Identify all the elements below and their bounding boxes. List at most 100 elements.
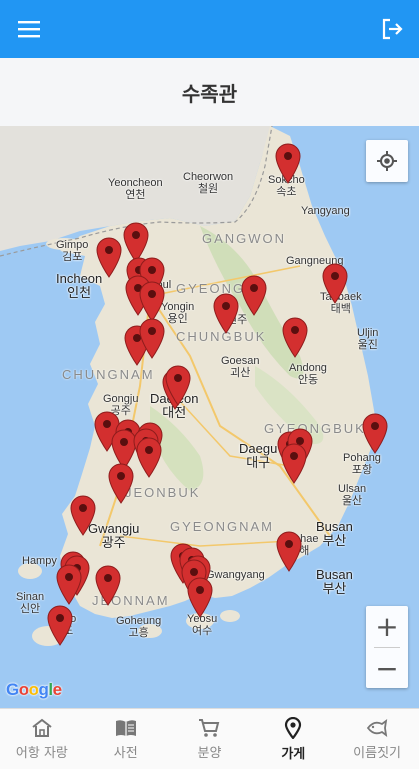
label-incheon: Incheon 인천 xyxy=(56,271,103,300)
cart-icon xyxy=(199,718,220,737)
book-icon xyxy=(115,719,136,736)
store-marker[interactable] xyxy=(46,604,74,646)
nav-label-adoption: 분양 xyxy=(197,745,222,761)
location-pin-icon xyxy=(285,716,302,739)
map-pin-icon xyxy=(123,222,149,263)
map-pin-icon xyxy=(187,577,213,618)
zoom-control: + − xyxy=(366,606,408,688)
label-yeosu: Yeosu 여수 xyxy=(187,613,218,637)
map-pin-icon xyxy=(241,275,267,316)
nav-item-store[interactable]: 가게 xyxy=(251,709,335,769)
store-marker[interactable] xyxy=(186,576,214,618)
label-gongju: Gongju 공주 xyxy=(103,393,139,417)
store-marker[interactable] xyxy=(122,221,150,263)
nav-item-dictionary[interactable]: 사전 xyxy=(84,709,168,769)
nav-label-dictionary: 사전 xyxy=(113,745,138,761)
zoom-divider xyxy=(374,647,400,648)
label-ulsan: Ulsan 울산 xyxy=(338,483,367,507)
map-pin-icon xyxy=(108,463,134,504)
store-marker[interactable] xyxy=(274,142,302,184)
page-title-bar: 수족관 xyxy=(0,58,419,126)
map-pin-icon xyxy=(139,281,165,322)
google-logo: Google xyxy=(6,680,62,699)
label-yangyang: Yangyang xyxy=(301,205,350,217)
store-marker[interactable] xyxy=(107,462,135,504)
logout-icon xyxy=(382,18,403,40)
label-gwangyang: Gwangyang xyxy=(206,569,265,581)
label-yongin: Yongin 용인 xyxy=(161,301,195,325)
map-pin-icon xyxy=(47,605,73,646)
store-marker[interactable] xyxy=(95,236,123,278)
zoom-out-button[interactable]: − xyxy=(375,652,399,685)
nav-label-store: 가게 xyxy=(281,746,306,762)
page-title: 수족관 xyxy=(181,81,238,106)
map-pin-icon xyxy=(95,565,121,606)
map-pin-icon xyxy=(362,413,388,454)
label-gangwon: GANGWON xyxy=(202,231,287,246)
map-pin-icon xyxy=(139,318,165,359)
store-marker[interactable] xyxy=(69,494,97,536)
home-icon xyxy=(32,718,52,737)
store-marker[interactable] xyxy=(110,428,138,470)
label-chungbuk: CHUNGBUK xyxy=(176,329,267,344)
store-marker[interactable] xyxy=(212,292,240,334)
fish-icon xyxy=(366,718,388,737)
label-uljin: Uljin 울진 xyxy=(357,327,379,351)
store-marker[interactable] xyxy=(281,316,309,358)
store-marker[interactable] xyxy=(94,564,122,606)
label-andong: Andong 안동 xyxy=(289,362,327,386)
label-wonju: 원주 xyxy=(227,314,248,326)
map-pin-icon xyxy=(136,437,162,478)
map-pin-icon xyxy=(282,317,308,358)
label-taebaek: Taebaek 태백 xyxy=(320,291,362,315)
store-marker[interactable] xyxy=(240,274,268,316)
label-hampyeong: Hampy xyxy=(22,555,57,567)
label-busan-1: Busan 부산 xyxy=(316,519,353,548)
map-pin-icon xyxy=(56,564,82,605)
bottom-navigation: 어항 자랑 사전 분양 가게 xyxy=(0,708,419,769)
zoom-in-button[interactable]: + xyxy=(375,610,399,643)
nav-label-naming: 이름짓기 xyxy=(353,745,401,761)
store-marker[interactable] xyxy=(275,530,303,572)
nav-label-aquarium-show: 어항 자랑 xyxy=(15,745,68,761)
nav-item-naming[interactable]: 이름짓기 xyxy=(335,709,419,769)
hamburger-menu-icon xyxy=(18,21,40,38)
map-pin-icon xyxy=(213,293,239,334)
map-pin-icon xyxy=(275,143,301,184)
store-marker[interactable] xyxy=(138,280,166,322)
label-busan-2: Busan 부산 xyxy=(316,567,353,596)
label-sinan: Sinan 신안 xyxy=(16,591,45,615)
label-yeoncheon: Yeoncheon 연천 xyxy=(108,177,163,201)
top-app-bar xyxy=(0,0,419,58)
store-marker[interactable] xyxy=(280,442,308,484)
logout-button[interactable] xyxy=(375,12,409,46)
store-marker[interactable] xyxy=(138,317,166,359)
nav-item-adoption[interactable]: 분양 xyxy=(168,709,252,769)
store-marker[interactable] xyxy=(55,563,83,605)
store-marker[interactable] xyxy=(135,436,163,478)
map-pin-icon xyxy=(70,495,96,536)
label-pohang: Pohang 포항 xyxy=(343,452,381,476)
label-gwangju: Gwangju 광주 xyxy=(88,521,140,550)
map-pin-icon xyxy=(96,237,122,278)
menu-button[interactable] xyxy=(12,12,46,46)
store-marker[interactable] xyxy=(361,412,389,454)
label-gangneung: Gangneung xyxy=(286,255,344,267)
label-jeonbuk: JEONBUK xyxy=(125,485,201,500)
my-location-button[interactable] xyxy=(366,140,408,182)
map-pin-icon xyxy=(276,531,302,572)
label-goesan: Goesan 괴산 xyxy=(221,355,260,379)
label-chungnam: CHUNGNAM xyxy=(62,367,155,382)
label-daegu: Daegu 대구 xyxy=(239,441,278,470)
label-cheorwon: Cheorwon 철원 xyxy=(183,171,234,195)
map-pin-icon xyxy=(111,429,137,470)
store-marker[interactable] xyxy=(321,262,349,304)
nav-item-aquarium-show[interactable]: 어항 자랑 xyxy=(0,709,84,769)
store-marker[interactable] xyxy=(164,364,192,406)
map-pin-icon xyxy=(281,443,307,484)
map-pin-icon xyxy=(322,263,348,304)
label-goheung: Goheung 고흥 xyxy=(116,615,162,639)
label-gyeonggi: GYEONGGI xyxy=(176,281,263,296)
